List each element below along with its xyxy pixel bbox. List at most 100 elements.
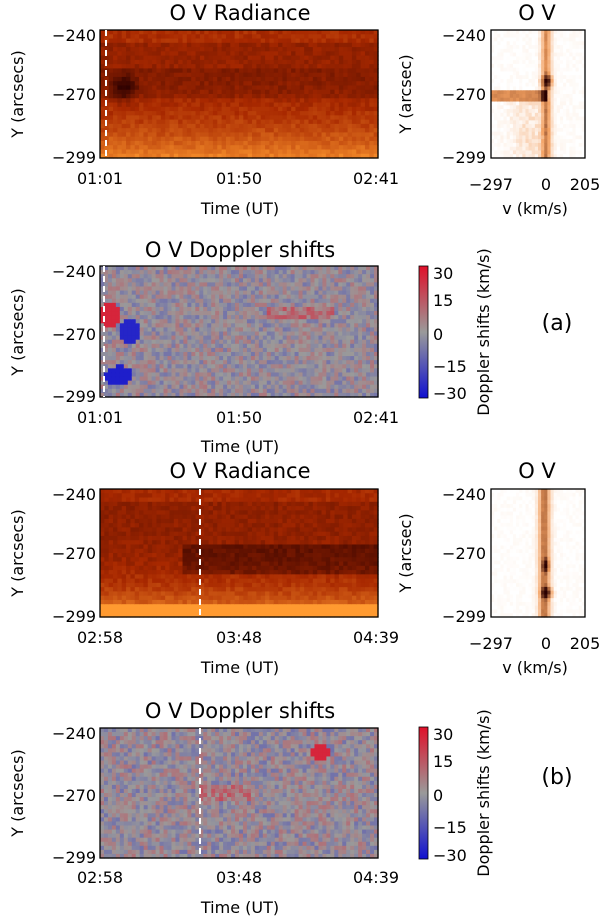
heatmap-cell [512, 97, 517, 103]
heatmap-cell [310, 335, 316, 341]
heatmap-cell [525, 75, 530, 80]
heatmap-cell [234, 153, 240, 159]
heatmap-cell [286, 89, 292, 95]
heatmap-cell [107, 372, 113, 378]
heatmap-cell [278, 311, 284, 316]
heatmap-cell [134, 149, 140, 155]
heatmap-cell [178, 30, 184, 35]
heatmap-cell [541, 142, 545, 148]
heatmap-cell [346, 347, 351, 353]
heatmap-cell [147, 140, 153, 146]
heatmap-cell [282, 72, 288, 78]
heatmap-cell [103, 294, 109, 300]
heatmap-cell [312, 30, 318, 35]
heatmap-cell [160, 34, 166, 40]
heatmap-cell [266, 372, 272, 378]
heatmap-cell [208, 47, 214, 52]
heatmap-cell [572, 67, 577, 73]
heatmap-cell [317, 47, 323, 52]
heatmap-cell [334, 132, 340, 138]
heatmap-cell [342, 294, 347, 300]
heatmap-cell [179, 376, 184, 382]
heatmap-cell [100, 115, 105, 121]
heatmap-cell [113, 106, 118, 112]
heatmap-cell [509, 45, 514, 50]
heatmap-cell [295, 98, 301, 104]
heatmap-cell [519, 97, 523, 103]
heatmap-cell [294, 372, 300, 378]
heatmap-cell [525, 101, 530, 106]
heatmap-cell [258, 331, 264, 337]
heatmap-cell [211, 315, 216, 320]
heatmap-cell [160, 140, 166, 146]
heatmap-cell [126, 153, 131, 159]
heatmap-cell [294, 290, 300, 296]
heatmap-cell [491, 131, 495, 137]
heatmap-cell [126, 51, 131, 57]
heatmap-cell [227, 372, 232, 378]
heatmap-cell [278, 376, 284, 382]
heatmap-cell [364, 102, 370, 108]
heatmap-cell [373, 98, 379, 104]
heatmap-cell [299, 128, 305, 133]
heatmap-cell [173, 140, 179, 146]
heatmap-cell [512, 71, 517, 76]
heatmap-cell [147, 319, 153, 324]
heatmap-cell [111, 286, 117, 292]
heatmap-cell [247, 115, 253, 121]
heatmap-cell [134, 59, 140, 65]
heatmap-cell [207, 302, 212, 308]
heatmap-cell [325, 85, 331, 91]
heatmap-cell [247, 38, 253, 44]
heatmap-cell [575, 37, 580, 42]
heatmap-cell [130, 59, 136, 65]
heatmap-cell [298, 270, 304, 275]
heatmap-cell [550, 56, 555, 61]
heatmap-cell [182, 34, 188, 40]
heatmap-cell [152, 119, 158, 125]
heatmap-cell [321, 140, 327, 146]
heatmap-cell [581, 127, 586, 133]
heatmap-cell [119, 270, 125, 275]
heatmap-cell [338, 270, 343, 275]
heatmap-cell [131, 364, 137, 369]
heatmap-cell [270, 335, 276, 341]
heatmap-cell [100, 111, 105, 116]
heatmap-cell [195, 81, 201, 87]
heatmap-cell [115, 274, 121, 279]
heatmap-cell [151, 331, 157, 337]
heatmap-cell [171, 347, 177, 353]
heatmap-cell [342, 360, 347, 365]
heatmap-cell [351, 145, 357, 151]
heatmap-cell [100, 42, 105, 48]
heatmap-cell [286, 278, 292, 283]
heatmap-cell [195, 335, 200, 341]
heatmap-cell [559, 82, 564, 88]
heatmap-cell [225, 38, 231, 44]
heatmap-cell [260, 149, 266, 155]
heatmap-cell [321, 85, 327, 91]
heatmap-cell [139, 94, 145, 99]
heatmap-cell [525, 86, 530, 91]
heatmap-cell [308, 140, 314, 146]
heatmap-cell [509, 71, 514, 76]
heatmap-cell [500, 86, 505, 91]
heatmap-cell [111, 266, 117, 271]
heatmap-cell [531, 75, 536, 80]
heatmap-cell [223, 380, 228, 386]
heatmap-cell [117, 55, 123, 61]
heatmap-cell [343, 123, 349, 129]
heatmap-cell [195, 119, 201, 125]
heatmap-cell [204, 98, 210, 104]
heatmap-cell [119, 274, 125, 279]
heatmap-cell [330, 153, 336, 159]
heatmap-cell [326, 380, 331, 386]
heatmap-cell [538, 146, 542, 152]
heatmap-cell [254, 376, 260, 382]
heatmap-cell [159, 351, 165, 357]
heatmap-cell [100, 274, 105, 279]
heatmap-cell [286, 136, 292, 142]
heatmap-cell [183, 294, 188, 300]
heatmap-cell [298, 282, 304, 288]
heatmap-cell [509, 154, 514, 159]
